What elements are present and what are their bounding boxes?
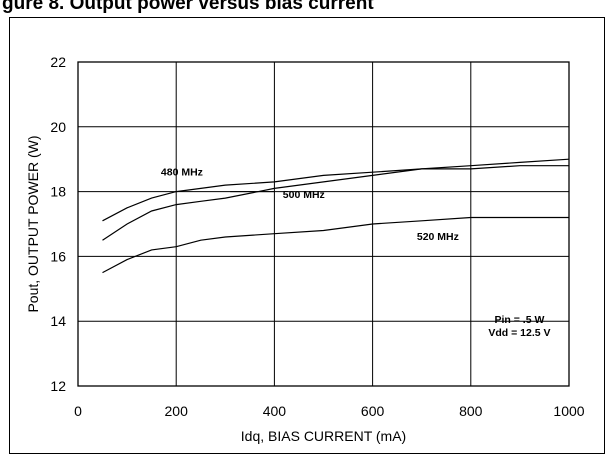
x-tick-label: 1000 [553,403,584,419]
y-tick-label: 18 [50,184,66,200]
y-tick-label: 14 [50,313,66,329]
x-tick-label: 200 [165,403,189,419]
series-label-500mhz: 500 MHz [283,189,325,201]
chart-frame [9,17,605,454]
y-tick-label: 20 [50,119,66,135]
y-axis-label: Pout, OUTPUT POWER (W) [25,135,41,312]
series-layer [102,158,570,274]
x-tick-label: 600 [361,403,385,419]
annotation-vdd: Vdd = 12.5 V [488,327,550,339]
x-axis-label: Idq, BIAS CURRENT (mA) [241,428,406,444]
series-line-2 [102,216,569,274]
x-tick-label: 800 [459,403,483,419]
figure-title: gure 8. Output power versus bias current [2,0,374,14]
annotation-pin: Pin = .5 W [495,314,545,326]
series-label-520mhz: 520 MHz [417,231,459,243]
plot-area [77,61,570,387]
y-tick-label: 22 [50,54,66,70]
series-line-1 [102,165,569,241]
y-tick-label: 12 [50,378,66,394]
tick-labels: 0 200 400 600 800 1000 12 14 16 18 20 22 [50,54,584,419]
series-label-480mhz: 480 MHz [161,166,203,178]
x-tick-label: 400 [263,403,287,419]
series-line-0 [102,158,570,222]
x-tick-label: 0 [74,403,82,419]
y-tick-label: 16 [50,248,66,264]
